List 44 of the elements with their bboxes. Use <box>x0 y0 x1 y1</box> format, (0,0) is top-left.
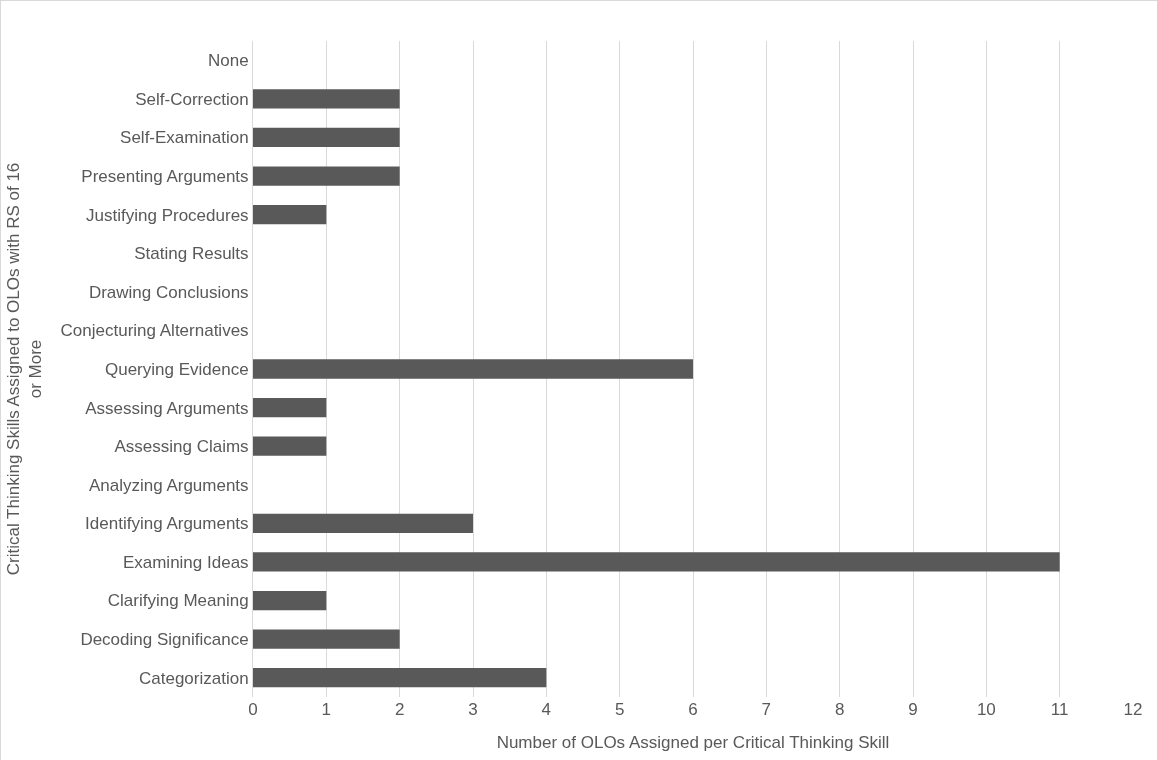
x-tick-label: 5 <box>614 700 625 719</box>
y-tick-label: None <box>207 51 249 71</box>
y-tick-label: Self-Correction <box>135 89 249 109</box>
y-tick-label: Justifying Procedures <box>86 205 249 225</box>
bar <box>253 668 547 688</box>
x-tick-label: 3 <box>468 700 478 719</box>
x-tick-label: 4 <box>541 700 552 719</box>
y-tick-label: Self-Examination <box>120 128 249 148</box>
y-tick-label: Categorization <box>138 668 249 688</box>
y-tick-label: Assessing Arguments <box>85 398 249 418</box>
bar <box>253 127 400 148</box>
x-tick-label: 9 <box>908 700 918 719</box>
bar <box>253 359 693 379</box>
y-tick-label: Conjecturing Alternatives <box>60 321 249 341</box>
y-tick-label: Decoding Significance <box>80 630 249 650</box>
x-tick-label: 8 <box>834 700 845 719</box>
bar <box>253 513 473 533</box>
x-axis-title: Number of OLOs Assigned per Critical Thinking Skill <box>496 733 890 753</box>
y-tick-label: Analyzing Arguments <box>88 475 249 495</box>
x-tick-label: 1 <box>321 700 332 719</box>
y-tick-label: Drawing Conclusions <box>88 282 249 302</box>
x-tick-label: 7 <box>761 700 772 719</box>
bar <box>253 629 400 649</box>
y-tick-label: Querying Evidence <box>104 359 249 379</box>
bar <box>253 436 327 456</box>
x-tick-label: 2 <box>394 700 405 719</box>
x-tick-label: 0 <box>248 700 258 719</box>
bar <box>253 166 400 186</box>
x-tick-label: 12 <box>1123 700 1143 719</box>
bar <box>253 205 327 225</box>
y-axis-title: Critical Thinking Skills Assigned to OLOs with RS of 16 or More <box>4 162 46 576</box>
y-tick-label: Identifying Arguments <box>85 514 249 534</box>
x-tick-label: 6 <box>688 700 698 719</box>
y-tick-label: Stating Results <box>134 244 249 264</box>
bar <box>253 552 1060 572</box>
x-tick-label: 11 <box>1050 700 1069 719</box>
y-tick-label: Assessing Claims <box>114 437 249 457</box>
bar <box>253 590 327 611</box>
bar <box>253 397 327 418</box>
y-tick-label: Examining Ideas <box>122 552 249 572</box>
y-tick-label: Clarifying Meaning <box>107 591 249 611</box>
y-tick-label: Presenting Arguments <box>81 167 249 187</box>
x-tick-label: 10 <box>976 700 996 719</box>
bar <box>253 89 400 109</box>
